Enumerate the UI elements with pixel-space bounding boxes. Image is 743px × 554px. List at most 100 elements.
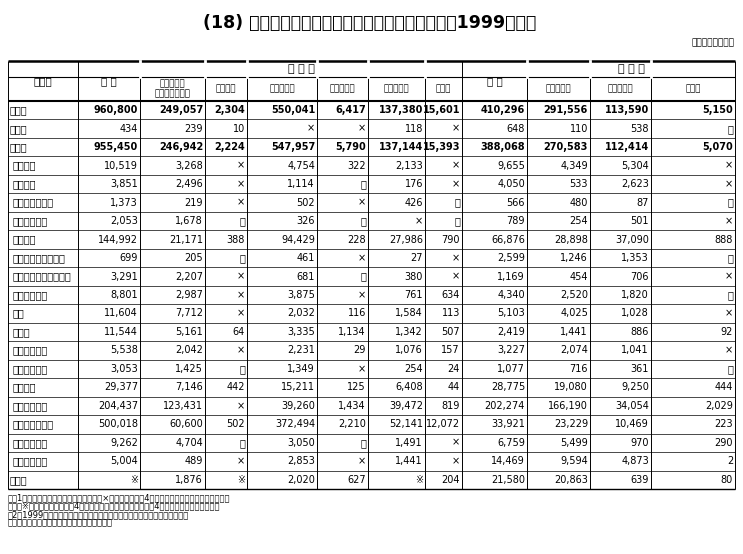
Text: 1,441: 1,441 (560, 327, 588, 337)
Text: 454: 454 (569, 271, 588, 281)
Text: 550,041: 550,041 (270, 105, 315, 115)
Text: 鉄鋼業: 鉄鋼業 (13, 327, 30, 337)
Text: 窯業: 窯業 (13, 309, 25, 319)
Text: 246,942: 246,942 (159, 142, 203, 152)
Text: 254: 254 (404, 364, 423, 374)
Text: 29,377: 29,377 (104, 382, 138, 392)
Text: ×: × (725, 309, 733, 319)
Text: 10,519: 10,519 (104, 161, 138, 171)
Text: －: － (727, 198, 733, 208)
Text: 11,604: 11,604 (104, 309, 138, 319)
Text: 489: 489 (184, 456, 203, 466)
Text: 388: 388 (227, 234, 245, 244)
Text: 2,599: 2,599 (497, 253, 525, 263)
Text: ×: × (237, 290, 245, 300)
Text: ×: × (237, 401, 245, 411)
Text: 2,020: 2,020 (287, 475, 315, 485)
Text: 5,004: 5,004 (110, 456, 138, 466)
Text: 9,250: 9,250 (621, 382, 649, 392)
Text: 電気機械工業: 電気機械工業 (13, 401, 48, 411)
Text: 228: 228 (348, 234, 366, 244)
Text: 480: 480 (570, 198, 588, 208)
Text: 819: 819 (441, 401, 460, 411)
Text: ×: × (452, 179, 460, 189)
Text: 3,050: 3,050 (288, 438, 315, 448)
Text: 113,590: 113,590 (605, 105, 649, 115)
Text: 9,655: 9,655 (497, 161, 525, 171)
Text: 566: 566 (507, 198, 525, 208)
Text: 2,623: 2,623 (621, 179, 649, 189)
Text: 157: 157 (441, 346, 460, 356)
Text: 19,080: 19,080 (554, 382, 588, 392)
Text: 21,580: 21,580 (491, 475, 525, 485)
Text: －: － (239, 253, 245, 263)
Text: 502: 502 (296, 198, 315, 208)
Text: 137,144: 137,144 (379, 142, 423, 152)
Text: 137,380: 137,380 (379, 105, 423, 115)
Text: 5,103: 5,103 (497, 309, 525, 319)
Text: 326: 326 (296, 216, 315, 226)
Text: 食品工業: 食品工業 (13, 161, 36, 171)
Text: 87: 87 (637, 198, 649, 208)
Text: 製造業: 製造業 (10, 142, 27, 152)
Text: 2,987: 2,987 (175, 290, 203, 300)
Text: 2,032: 2,032 (287, 309, 315, 319)
Text: 500,018: 500,018 (98, 419, 138, 429)
Text: プラスチック製品工業: プラスチック製品工業 (13, 271, 72, 281)
Text: 2,133: 2,133 (395, 161, 423, 171)
Text: 39,472: 39,472 (389, 401, 423, 411)
Text: その他: その他 (685, 85, 701, 94)
Text: 239: 239 (184, 124, 203, 134)
Text: 1,491: 1,491 (395, 438, 423, 448)
Text: 970: 970 (631, 438, 649, 448)
Text: 80: 80 (721, 475, 733, 485)
Text: 2,053: 2,053 (110, 216, 138, 226)
Text: －: － (239, 216, 245, 226)
Text: 37,090: 37,090 (615, 234, 649, 244)
Text: 5,070: 5,070 (702, 142, 733, 152)
Text: 888: 888 (715, 234, 733, 244)
Text: 2,304: 2,304 (214, 105, 245, 115)
Text: 出版・印刷業: 出版・印刷業 (13, 216, 48, 226)
Text: 7,712: 7,712 (175, 309, 203, 319)
Text: 3,291: 3,291 (110, 271, 138, 281)
Text: ×: × (725, 346, 733, 356)
Text: 886: 886 (631, 327, 649, 337)
Text: 116: 116 (348, 309, 366, 319)
Text: 790: 790 (441, 234, 460, 244)
Text: 39,260: 39,260 (281, 401, 315, 411)
Text: 9,262: 9,262 (110, 438, 138, 448)
Text: ×: × (725, 271, 733, 281)
Text: 輸 出 額: 輸 出 額 (288, 64, 314, 74)
Text: ゴム製品工業: ゴム製品工業 (13, 290, 48, 300)
Text: 3,335: 3,335 (288, 327, 315, 337)
Text: ×: × (237, 179, 245, 189)
Text: 1,425: 1,425 (175, 364, 203, 374)
Text: 全産業: 全産業 (10, 105, 27, 115)
Text: ×: × (452, 161, 460, 171)
Text: 2,853: 2,853 (287, 456, 315, 466)
Text: 2,419: 2,419 (497, 327, 525, 337)
Text: 8,801: 8,801 (111, 290, 138, 300)
Text: 533: 533 (569, 179, 588, 189)
Text: 9,594: 9,594 (560, 456, 588, 466)
Text: －: － (727, 124, 733, 134)
Text: 2,074: 2,074 (560, 346, 588, 356)
Text: ※: ※ (237, 475, 245, 485)
Text: 28,898: 28,898 (554, 234, 588, 244)
Text: 5,161: 5,161 (175, 327, 203, 337)
Text: 総 額: 総 額 (487, 76, 502, 86)
Text: 29: 29 (354, 346, 366, 356)
Text: ×: × (358, 364, 366, 374)
Text: －: － (239, 364, 245, 374)
Text: ×: × (452, 438, 460, 448)
Text: ×: × (237, 309, 245, 319)
Text: 注）1．「－」は該当数が無いことを、「×」は契約件数が4以下で数値を公表することを示す。: 注）1．「－」は該当数が無いことを、「×」は契約件数が4以下で数値を公表すること… (8, 493, 230, 502)
Text: 442: 442 (227, 382, 245, 392)
Text: 資料：総務省統計局「科学技術研究調査報告」: 資料：総務省統計局「科学技術研究調査報告」 (8, 519, 113, 527)
Text: 627: 627 (348, 475, 366, 485)
Text: 5,150: 5,150 (702, 105, 733, 115)
Text: 110: 110 (570, 124, 588, 134)
Text: 21,171: 21,171 (169, 234, 203, 244)
Text: 11,544: 11,544 (104, 327, 138, 337)
